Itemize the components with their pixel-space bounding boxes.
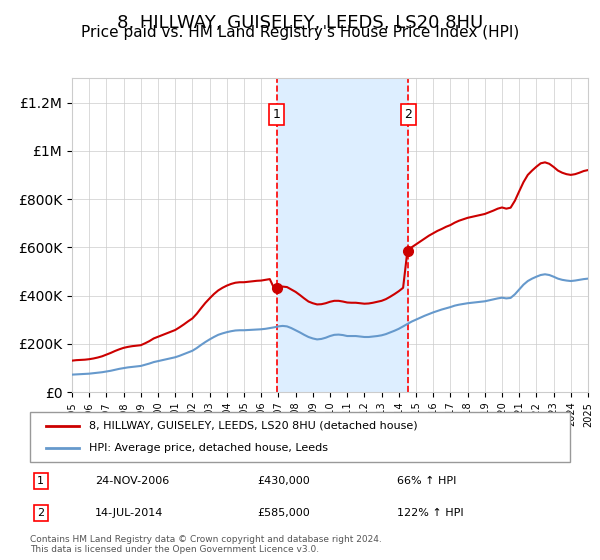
Text: £430,000: £430,000 — [257, 476, 310, 486]
Text: 2: 2 — [404, 108, 412, 121]
Text: 24-NOV-2006: 24-NOV-2006 — [95, 476, 169, 486]
Text: 1: 1 — [37, 476, 44, 486]
Text: Contains HM Land Registry data © Crown copyright and database right 2024.
This d: Contains HM Land Registry data © Crown c… — [30, 535, 382, 554]
Text: 2: 2 — [37, 508, 44, 518]
Text: 8, HILLWAY, GUISELEY, LEEDS, LS20 8HU (detached house): 8, HILLWAY, GUISELEY, LEEDS, LS20 8HU (d… — [89, 421, 418, 431]
FancyBboxPatch shape — [30, 412, 570, 462]
Text: 14-JUL-2014: 14-JUL-2014 — [95, 508, 163, 518]
Text: 8, HILLWAY, GUISELEY, LEEDS, LS20 8HU: 8, HILLWAY, GUISELEY, LEEDS, LS20 8HU — [117, 14, 483, 32]
Text: HPI: Average price, detached house, Leeds: HPI: Average price, detached house, Leed… — [89, 443, 328, 453]
Text: £585,000: £585,000 — [257, 508, 310, 518]
Text: 122% ↑ HPI: 122% ↑ HPI — [397, 508, 464, 518]
Text: 1: 1 — [273, 108, 281, 121]
Text: 66% ↑ HPI: 66% ↑ HPI — [397, 476, 457, 486]
Bar — [277, 78, 408, 392]
Text: Price paid vs. HM Land Registry's House Price Index (HPI): Price paid vs. HM Land Registry's House … — [81, 25, 519, 40]
